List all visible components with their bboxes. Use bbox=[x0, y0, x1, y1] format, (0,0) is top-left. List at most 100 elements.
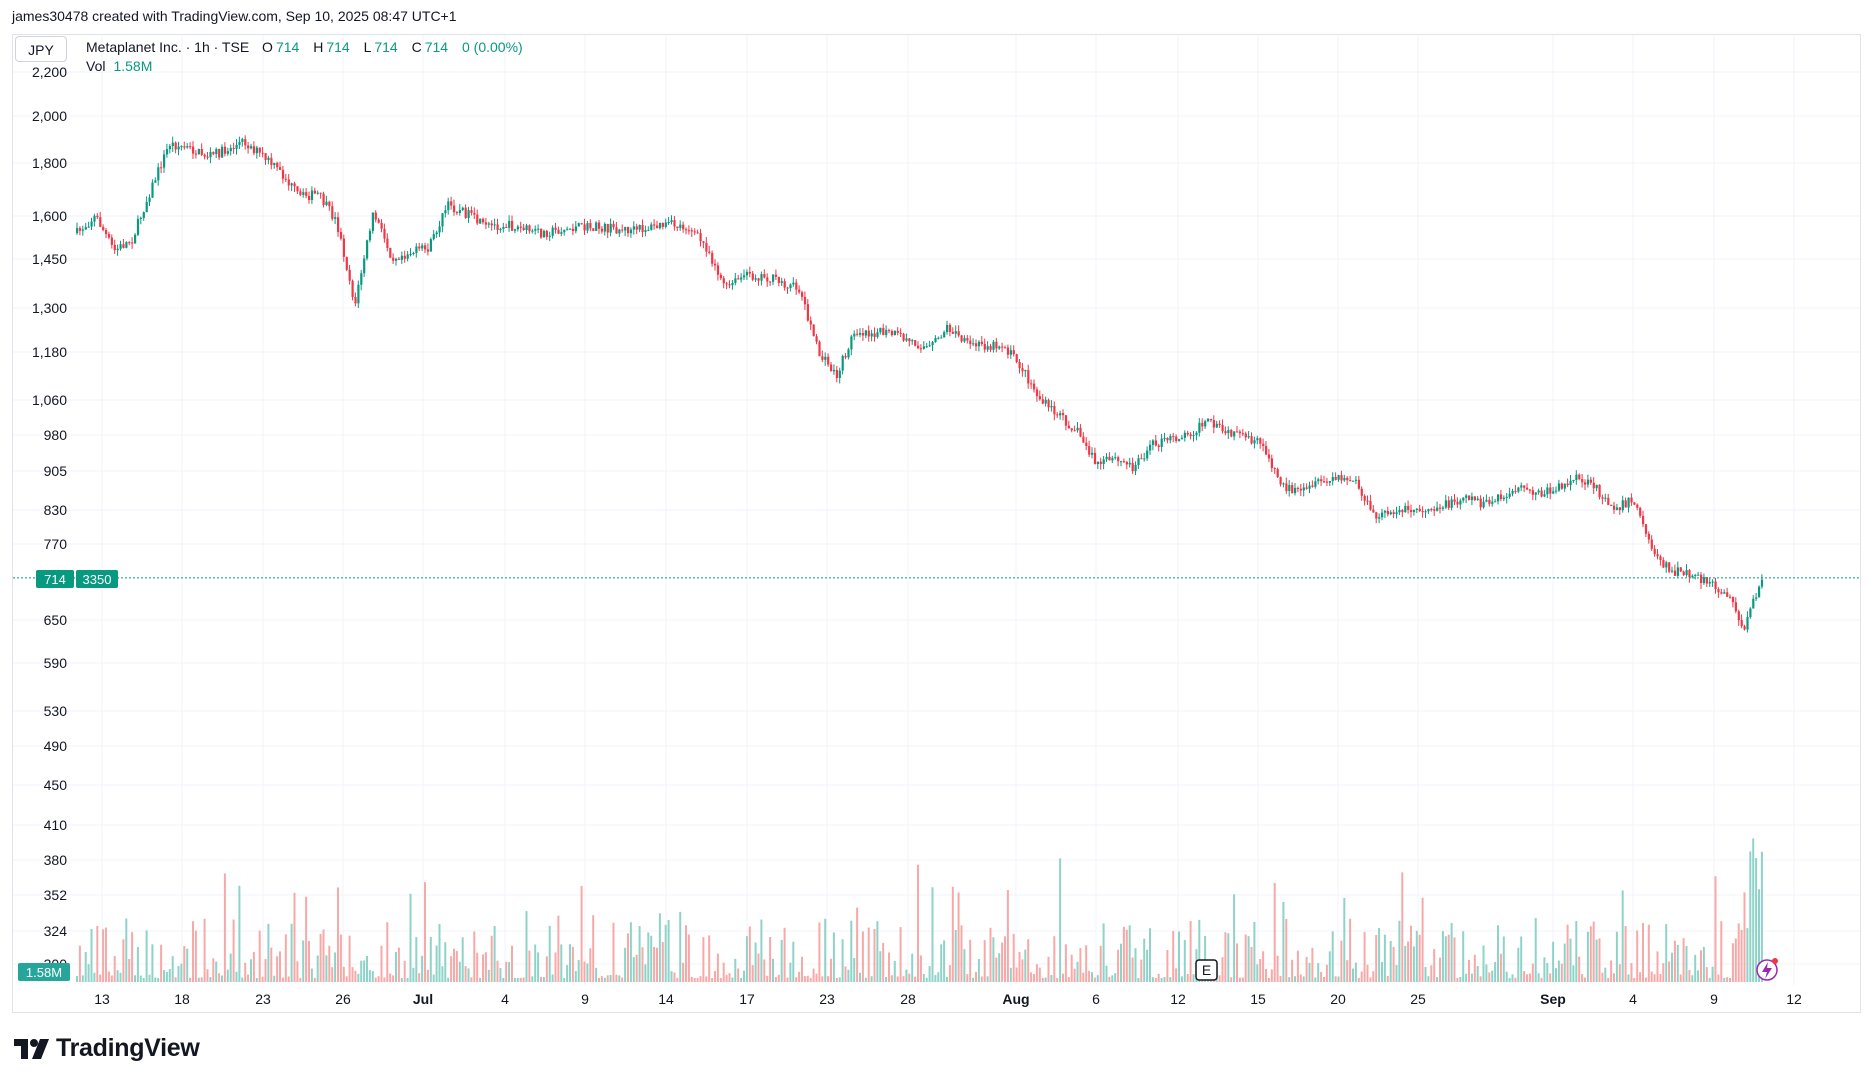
candle-body bbox=[1642, 515, 1645, 525]
volume-bar bbox=[1259, 958, 1262, 982]
earnings-marker[interactable]: E bbox=[1195, 959, 1218, 981]
volume-bar bbox=[818, 922, 821, 982]
volume-bar bbox=[1015, 967, 1018, 982]
volume-bar bbox=[705, 976, 708, 982]
candle-body bbox=[859, 333, 862, 335]
candle-body bbox=[830, 364, 833, 372]
candle-body bbox=[267, 157, 270, 161]
currency-selector[interactable]: JPY bbox=[15, 36, 67, 62]
candle-body bbox=[209, 152, 212, 158]
candle-body bbox=[1447, 500, 1450, 508]
volume-bar bbox=[1082, 972, 1085, 982]
volume-bar bbox=[1627, 974, 1630, 982]
volume-bar bbox=[366, 955, 368, 982]
volume-tag: 1.58M bbox=[18, 963, 70, 981]
volume-bar bbox=[426, 969, 429, 982]
volume-bar bbox=[1128, 925, 1131, 982]
volume-bar bbox=[1502, 936, 1505, 982]
candle-body bbox=[1720, 592, 1723, 594]
volume-bar bbox=[241, 977, 244, 982]
volume-bar bbox=[455, 950, 458, 982]
volume-bar bbox=[464, 966, 467, 982]
volume-bar bbox=[1053, 936, 1056, 982]
chart-credit: james30478 created with TradingView.com,… bbox=[12, 8, 457, 24]
candle-body bbox=[339, 232, 343, 239]
candle-body bbox=[444, 210, 447, 214]
candle-body bbox=[827, 356, 830, 365]
candle-body bbox=[218, 149, 221, 158]
candle-body bbox=[273, 162, 276, 166]
volume-bar bbox=[174, 977, 177, 982]
volume-bar bbox=[566, 965, 569, 982]
candle-body bbox=[1676, 567, 1679, 576]
volume-bar bbox=[1749, 851, 1752, 982]
volume-bar bbox=[1517, 947, 1520, 982]
price-axis[interactable]: 2,200 2,000 1,800 1,600 1,450 1,300 1,180 1,060… bbox=[32, 64, 67, 972]
volume-bar bbox=[1755, 858, 1758, 982]
candle-body bbox=[960, 335, 963, 342]
candle-body bbox=[1470, 496, 1474, 501]
volume-bar bbox=[1607, 977, 1610, 982]
volume-bar bbox=[969, 939, 972, 982]
volume-bar bbox=[1560, 963, 1563, 982]
candle-body bbox=[1059, 413, 1062, 416]
candle-body bbox=[519, 226, 522, 228]
candle-body bbox=[844, 355, 847, 358]
volume-bar bbox=[902, 976, 905, 982]
volume-bar bbox=[157, 977, 160, 982]
volume-bar bbox=[809, 977, 812, 982]
symbol-legend[interactable]: Metaplanet Inc. · 1h · TSE O 714 H 714 L 71… bbox=[86, 39, 533, 55]
candle-body bbox=[337, 217, 340, 233]
candle-body bbox=[1172, 436, 1175, 438]
volume-bar bbox=[1752, 838, 1755, 982]
candle-body bbox=[1146, 450, 1149, 459]
candle-body bbox=[1056, 414, 1059, 416]
volume-bar bbox=[131, 932, 134, 982]
volume-bar bbox=[1462, 931, 1465, 982]
candle-body bbox=[276, 162, 279, 168]
volume-bar bbox=[386, 922, 389, 982]
candle-body bbox=[890, 330, 894, 336]
volume-bar bbox=[943, 940, 946, 982]
volume-bar bbox=[1549, 973, 1552, 982]
candle-body bbox=[1352, 480, 1355, 482]
volume-legend[interactable]: Vol 1.58M bbox=[86, 58, 152, 74]
volume-bar bbox=[1734, 938, 1737, 982]
candle-body bbox=[189, 146, 192, 148]
volume-bar bbox=[870, 976, 873, 982]
candle-body bbox=[806, 304, 809, 321]
volume-bar bbox=[1653, 974, 1656, 982]
candle-body bbox=[171, 142, 174, 147]
candle-body bbox=[879, 327, 882, 333]
volume-bar bbox=[711, 977, 714, 982]
volume-bar bbox=[342, 966, 345, 982]
candle-body bbox=[1459, 500, 1462, 505]
candle-body bbox=[1195, 432, 1198, 436]
candle-body bbox=[157, 167, 160, 181]
candle-body bbox=[264, 153, 267, 161]
volume-bar bbox=[1668, 961, 1671, 982]
volume-bar bbox=[632, 957, 635, 982]
candle-body bbox=[1108, 456, 1111, 461]
volume-bar bbox=[1415, 930, 1418, 982]
volume-bar bbox=[496, 960, 499, 982]
candle-body bbox=[1488, 499, 1491, 504]
volume-bar bbox=[99, 974, 102, 982]
candle-body bbox=[1578, 474, 1581, 479]
lightning-icon[interactable] bbox=[1756, 958, 1778, 981]
candle-body bbox=[1212, 420, 1215, 428]
tradingview-logo[interactable]: TradingView bbox=[14, 1034, 200, 1063]
volume-bar bbox=[1230, 977, 1233, 982]
candle-body bbox=[482, 218, 485, 223]
time-axis[interactable]: 13 18 23 26 Jul 4 9 14 17 23 28 Aug 6 12 15 20 25 Sep 4 9 12 bbox=[94, 991, 1802, 1007]
volume-bar bbox=[81, 975, 84, 982]
candle-body bbox=[183, 146, 186, 148]
volume-bar bbox=[484, 952, 487, 982]
volume-bar bbox=[290, 923, 293, 982]
volume-bar bbox=[928, 966, 931, 982]
candle-body bbox=[1363, 495, 1366, 501]
volume-bar bbox=[1575, 921, 1578, 982]
candle-body bbox=[1320, 479, 1323, 482]
volume-bar bbox=[1618, 964, 1621, 982]
